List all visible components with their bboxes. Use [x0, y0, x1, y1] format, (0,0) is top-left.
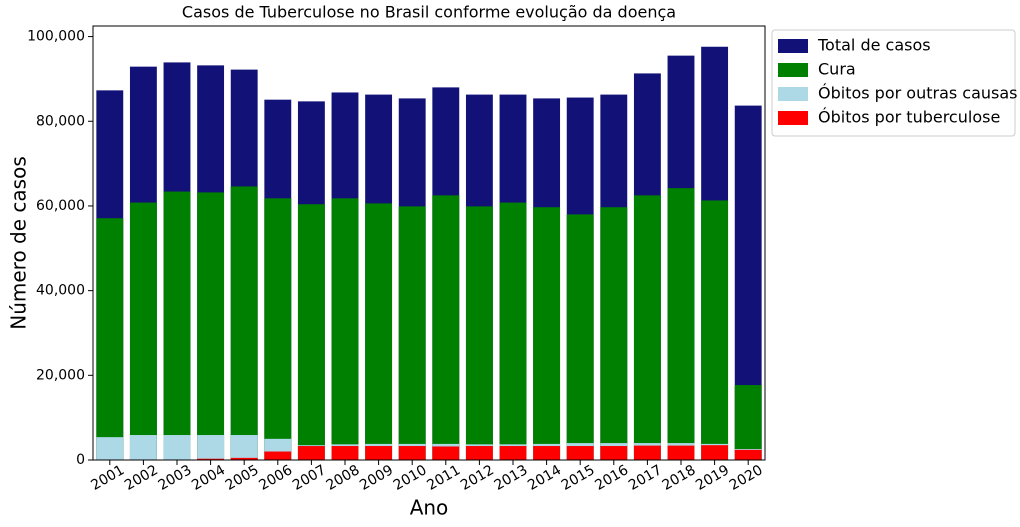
bar	[96, 218, 124, 460]
x-tick-label: 2003	[156, 462, 195, 494]
bar	[566, 446, 594, 460]
bar	[701, 200, 729, 460]
bar	[129, 435, 157, 460]
bar	[398, 206, 426, 460]
x-tick-label: 2013	[492, 462, 531, 494]
bar	[701, 445, 729, 460]
x-tick-label: 2010	[391, 462, 430, 494]
bar	[264, 198, 292, 460]
y-tick-label: 40,000	[36, 283, 85, 299]
x-tick-label: 2007	[290, 462, 329, 494]
chart-title: Casos de Tuberculose no Brasil conforme …	[182, 3, 676, 22]
legend-swatch	[778, 39, 808, 53]
bar	[197, 435, 225, 460]
x-tick-label: 2020	[727, 462, 766, 494]
x-tick-label: 2005	[223, 462, 262, 494]
bar	[331, 198, 359, 460]
bar	[566, 214, 594, 460]
bar	[499, 446, 527, 460]
y-tick-label: 60,000	[36, 198, 85, 214]
bar	[600, 446, 628, 460]
bar	[533, 207, 561, 460]
x-tick-label: 2011	[424, 462, 463, 494]
bar	[264, 451, 292, 460]
x-tick-label: 2006	[256, 462, 295, 494]
x-tick-label: 2004	[189, 462, 228, 494]
bar	[398, 446, 426, 460]
x-tick-label: 2018	[660, 462, 699, 494]
legend-label: Óbitos por tuberculose	[818, 108, 1000, 127]
bar	[633, 195, 661, 461]
x-tick-label: 2014	[525, 462, 564, 494]
bar	[432, 195, 460, 461]
y-tick-label: 0	[76, 452, 85, 468]
bar	[734, 449, 762, 460]
x-tick-label: 2001	[88, 462, 127, 494]
legend-swatch	[778, 87, 808, 101]
x-tick-label: 2016	[592, 462, 631, 494]
bar	[129, 202, 157, 460]
bar	[331, 446, 359, 460]
bar	[230, 435, 258, 460]
bar	[667, 445, 695, 460]
bar	[734, 385, 762, 460]
bar	[600, 207, 628, 460]
legend-label: Total de casos	[817, 36, 931, 55]
x-axis-label: Ano	[410, 496, 449, 520]
y-tick-label: 20,000	[36, 367, 85, 383]
plot-frame	[92, 25, 766, 461]
bar	[197, 192, 225, 460]
x-tick-label: 2019	[693, 462, 732, 494]
y-tick-label: 80,000	[36, 113, 85, 129]
legend-swatch	[778, 63, 808, 77]
x-tick-label: 2008	[324, 462, 363, 494]
bar	[533, 446, 561, 460]
legend-frame	[771, 29, 1016, 137]
bar	[465, 446, 493, 460]
bar	[432, 446, 460, 460]
bar	[230, 457, 258, 460]
bar	[465, 206, 493, 460]
bar	[96, 437, 124, 460]
x-tick-label: 2012	[458, 462, 497, 494]
x-tick-label: 2017	[626, 462, 665, 494]
bar	[365, 446, 393, 460]
bar	[365, 203, 393, 460]
bar	[197, 458, 225, 460]
bar	[230, 186, 258, 460]
y-axis-label: Número de casos	[7, 156, 31, 330]
legend-label: Óbitos por outras causas	[818, 84, 1018, 103]
y-tick-label: 100,000	[27, 29, 85, 45]
bar	[297, 204, 325, 460]
x-tick-label: 2009	[357, 462, 396, 494]
legend-label: Cura	[818, 60, 856, 79]
bar	[163, 191, 191, 460]
bar	[163, 435, 191, 460]
bar	[667, 188, 695, 461]
legend-swatch	[778, 111, 808, 125]
bar	[499, 202, 527, 460]
bar	[633, 445, 661, 460]
x-tick-label: 2015	[559, 462, 598, 494]
x-tick-label: 2002	[122, 462, 161, 494]
bar	[297, 446, 325, 460]
